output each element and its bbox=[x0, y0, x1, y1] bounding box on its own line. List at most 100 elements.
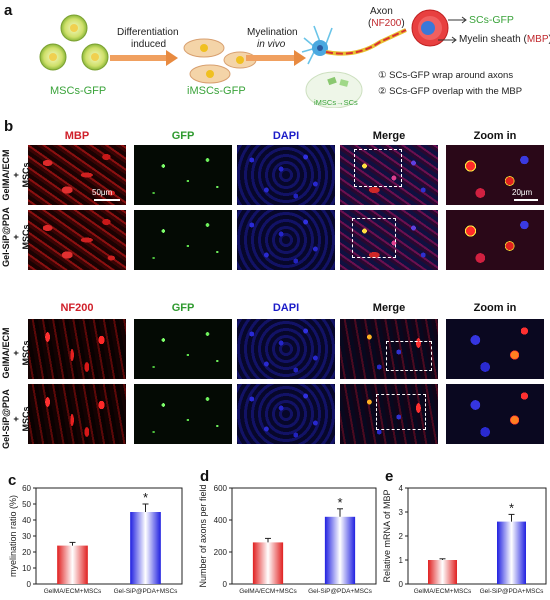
axon-word: Axon bbox=[370, 6, 393, 17]
x-tick-label: Gel-SiP@PDA+MSCs bbox=[308, 588, 373, 595]
myelin-arrow bbox=[438, 36, 457, 44]
imsc-cells-illustration bbox=[183, 38, 257, 84]
imsc-gfp-label: iMSCs-GFP bbox=[187, 85, 246, 97]
bottom-col-label-merge: Merge bbox=[372, 302, 406, 314]
bottom-col-label-nf200: NF200 bbox=[60, 302, 94, 314]
significance-star: * bbox=[143, 490, 148, 505]
myelin-label: Myelin sheath (MBP) bbox=[459, 34, 550, 45]
bar-gelma-ecm-mscs bbox=[57, 545, 88, 584]
micrograph-r2-merge bbox=[340, 210, 438, 270]
bar-gel-sip-pda-mscs bbox=[497, 521, 526, 584]
neuron-illustration bbox=[301, 25, 407, 108]
zoom-region-box bbox=[376, 394, 426, 430]
panel-a-label: a bbox=[4, 2, 13, 19]
bar-gel-sip-pda-mscs bbox=[130, 512, 161, 584]
significance-star: * bbox=[337, 495, 342, 510]
y-tick-label: 60 bbox=[22, 484, 31, 493]
significance-star: * bbox=[509, 500, 514, 515]
scale-bar-20um bbox=[514, 199, 538, 201]
panel-c-label: c bbox=[8, 472, 17, 489]
msc-cells-illustration bbox=[39, 14, 109, 71]
scale-label-50um: 50μm bbox=[92, 188, 113, 197]
x-tick-label: GelMA/ECM+MSCs bbox=[414, 588, 472, 595]
bottom-col-label-zoom-in: Zoom in bbox=[473, 302, 517, 314]
chart-e-svg: 0 1 2 3 4 GelMA/ECM+MSCs * Gel-SiP@PDA+MSCs Rela… bbox=[382, 484, 547, 595]
nf200-marker: NF200 bbox=[371, 18, 402, 29]
top-col-label-gfp: GFP bbox=[171, 130, 195, 142]
y-tick-label: 1 bbox=[399, 556, 404, 565]
myelin-sheath-illustration bbox=[411, 9, 449, 47]
myelin-word: Myelin sheath ( bbox=[459, 34, 527, 45]
axon-label: Axon bbox=[370, 6, 393, 17]
inset-label: iMSCs→SCs bbox=[314, 98, 358, 107]
y-axis-title: Number of axons per field bbox=[198, 484, 208, 587]
micrograph-r1-dapi bbox=[237, 145, 335, 205]
top-col-label-zoom-in: Zoom in bbox=[473, 130, 517, 142]
top-col-label-merge: Merge bbox=[372, 130, 406, 142]
plot-frame bbox=[231, 487, 377, 585]
micrograph-r3-gfp bbox=[134, 319, 232, 379]
zoom-region-box bbox=[354, 149, 402, 187]
micrograph-r3-nf200 bbox=[28, 319, 126, 379]
chart-c-svg: 0 10 20 30 40 50 60 GelMA/ECM+MSCs * Gel-SiP@PDA+… bbox=[8, 484, 183, 595]
y-tick-label: 40 bbox=[22, 516, 31, 525]
micrograph-r1-mbp: 50μm bbox=[28, 145, 126, 205]
y-tick-label: 10 bbox=[22, 564, 31, 573]
scale-label-20um: 20μm bbox=[512, 188, 533, 197]
zoom-region-box bbox=[386, 341, 432, 371]
row-label-4: Gel-SiP@PDA + MSCs bbox=[1, 389, 31, 449]
bottom-col-label-dapi: DAPI bbox=[272, 302, 300, 314]
differentiation-arrow bbox=[110, 50, 178, 66]
myelination-label-line2: in vivo bbox=[257, 39, 286, 50]
mbp-marker: MBP bbox=[526, 34, 549, 45]
x-tick-label: Gel-SiP@PDA+MSCs bbox=[480, 588, 545, 595]
row-label-2: Gel-SiP@PDA + MSCs bbox=[1, 207, 31, 267]
y-tick-label: 0 bbox=[399, 580, 404, 589]
differentiation-label-line2: induced bbox=[131, 39, 167, 50]
y-tick-label: 400 bbox=[214, 516, 228, 525]
bar-gelma-ecm-mscs bbox=[252, 542, 284, 584]
chart-d-svg: 0 200 400 600 GelMA/ECM+MSCs * Gel-SiP@PDA+MSC… bbox=[198, 484, 377, 595]
y-axis-title: Relative mRNA of MBP bbox=[382, 489, 392, 582]
note-2: ② SCs-GFP overlap with the MBP bbox=[378, 86, 523, 97]
micrograph-r4-nf200 bbox=[28, 384, 126, 444]
scs-gfp-arrow bbox=[448, 16, 467, 24]
micrograph-r2-zoom-in bbox=[446, 210, 544, 270]
micrograph-r4-dapi bbox=[237, 384, 335, 444]
y-tick-label: 3 bbox=[399, 508, 404, 517]
micrograph-r3-dapi bbox=[237, 319, 335, 379]
top-col-label-dapi: DAPI bbox=[272, 130, 300, 142]
micrograph-r3-zoom-in bbox=[446, 319, 544, 379]
row-label-3: GelMA/ECM + MSCs bbox=[1, 327, 31, 379]
note-1: ① SCs-GFP wrap around axons bbox=[378, 70, 514, 81]
differentiation-label-line1: Differentiation bbox=[117, 27, 179, 38]
myelination-arrow bbox=[246, 50, 306, 66]
y-tick-label: 600 bbox=[214, 484, 228, 493]
panel-d-label: d bbox=[200, 468, 210, 485]
micrograph-r4-gfp bbox=[134, 384, 232, 444]
micrograph-r1-gfp bbox=[134, 145, 232, 205]
scale-bar-50um bbox=[94, 199, 120, 201]
bar-gel-sip-pda-mscs bbox=[324, 516, 356, 584]
msc-gfp-label: MSCs-GFP bbox=[50, 85, 107, 97]
x-tick-label: GelMA/ECM+MSCs bbox=[239, 588, 297, 595]
zoom-region-box bbox=[352, 218, 396, 258]
bottom-col-label-gfp: GFP bbox=[171, 302, 195, 314]
myelin-close: ) bbox=[548, 34, 550, 45]
row-label-1: GelMA/ECM + MSCs bbox=[1, 149, 31, 201]
x-tick-label: GelMA/ECM+MSCs bbox=[44, 588, 102, 595]
top-col-label-mbp: MBP bbox=[64, 130, 90, 142]
micrograph-r1-zoom-in: 20μm bbox=[446, 145, 544, 205]
y-tick-label: 2 bbox=[399, 532, 404, 541]
bar-gelma-ecm-mscs bbox=[428, 560, 457, 584]
y-tick-label: 0 bbox=[27, 580, 32, 589]
y-tick-label: 30 bbox=[22, 532, 31, 541]
scs-gfp-label: SCs-GFP bbox=[469, 14, 514, 26]
micrograph-r3-merge bbox=[340, 319, 438, 379]
micrograph-r2-dapi bbox=[237, 210, 335, 270]
x-tick-label: Gel-SiP@PDA+MSCs bbox=[114, 588, 179, 595]
axon-marker-label: (NF200) bbox=[368, 18, 405, 29]
y-tick-label: 20 bbox=[22, 548, 31, 557]
panel-e-label: e bbox=[385, 468, 394, 485]
micrograph-r2-gfp bbox=[134, 210, 232, 270]
